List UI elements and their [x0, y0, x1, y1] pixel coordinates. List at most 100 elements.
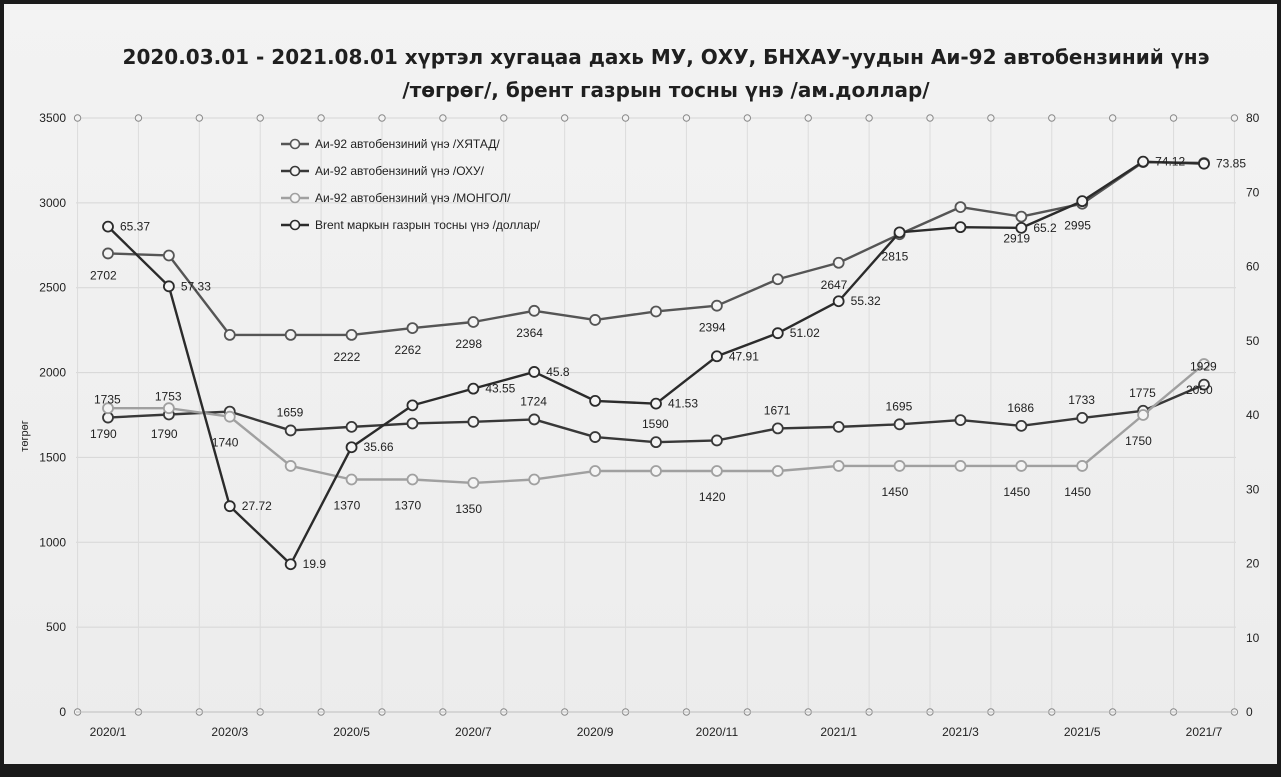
data-point	[1076, 195, 1089, 208]
data-label: 1350	[455, 502, 482, 516]
data-point	[1137, 155, 1150, 168]
data-label: 1671	[764, 403, 791, 417]
data-point	[528, 304, 541, 317]
data-label: 65.2	[1033, 221, 1057, 235]
chart-sheet: 2020.03.01 - 2021.08.01 хүртэл хугацаа д…	[4, 4, 1277, 764]
x-tick-label: 2020/9	[577, 725, 614, 739]
grid-marker-top	[865, 114, 873, 122]
data-label: 2364	[516, 326, 543, 340]
data-label: 2222	[334, 350, 361, 364]
legend: Аи-92 автобензиний үнэ /ХЯТАД/Аи-92 авто…	[281, 137, 541, 232]
data-point	[589, 394, 602, 407]
legend-swatch-marker	[289, 138, 301, 150]
legend-entry: Brent маркын газрын тосны үнэ /доллар/	[315, 218, 541, 232]
data-point	[467, 415, 480, 428]
data-point	[1015, 419, 1028, 432]
data-point	[893, 460, 906, 472]
data-point	[650, 465, 662, 477]
grid-marker-top	[195, 114, 204, 122]
data-point	[710, 350, 723, 363]
data-point	[954, 201, 967, 214]
data-point	[284, 558, 297, 571]
data-label: 1724	[520, 394, 547, 408]
data-label: 1790	[90, 427, 117, 441]
data-point	[406, 322, 419, 335]
data-point	[406, 473, 419, 486]
grid-marker-top	[1108, 114, 1117, 122]
grid-marker-top	[804, 114, 812, 122]
data-label: 2702	[90, 268, 117, 282]
data-point	[223, 410, 236, 423]
grid-marker-top	[256, 114, 264, 122]
y-left-tick-label: 1000	[39, 535, 66, 549]
y-right-tick-label: 40	[1246, 408, 1260, 422]
data-label: 47.91	[729, 349, 759, 363]
grid-marker-top	[743, 114, 752, 122]
data-point	[528, 366, 541, 378]
grid-marker-top	[134, 114, 143, 122]
series-line	[107, 383, 1205, 444]
data-label: 2394	[699, 321, 726, 335]
grid-marker-top	[987, 114, 995, 122]
data-point	[1198, 378, 1210, 391]
data-point	[771, 327, 784, 340]
data-point	[954, 221, 967, 234]
data-point	[345, 473, 358, 486]
data-label: 1740	[212, 436, 239, 450]
data-point	[1198, 358, 1210, 370]
data-label: 1695	[886, 399, 913, 413]
data-point	[345, 441, 358, 454]
data-label: 43.55	[485, 382, 515, 396]
data-point	[406, 399, 419, 412]
data-point	[284, 424, 297, 437]
data-point	[650, 436, 662, 449]
data-label: 1790	[151, 427, 178, 441]
x-tick-label: 2020/1	[90, 725, 127, 739]
x-tick-label: 2021/1	[820, 725, 857, 739]
data-point	[162, 249, 175, 262]
data-label: 1735	[94, 393, 121, 407]
y-right-tick-label: 20	[1246, 557, 1260, 571]
x-tick-label: 2020/3	[211, 725, 248, 739]
data-label: 1686	[1007, 401, 1034, 415]
data-label: 35.66	[364, 440, 394, 454]
data-point	[1137, 409, 1150, 421]
data-point	[223, 500, 236, 513]
chart-title-line-1: 2020.03.01 - 2021.08.01 хүртэл хугацаа д…	[123, 45, 1210, 69]
grid-marker-top	[560, 114, 569, 122]
data-label: 2050	[1186, 383, 1213, 397]
data-point	[650, 397, 662, 410]
data-point	[102, 220, 114, 233]
data-point	[1076, 411, 1089, 424]
grid-marker-top	[1169, 114, 1178, 122]
chart-title-line-2: /төгрөг/, брент газрын тосны үнэ /ам.дол…	[402, 78, 930, 102]
data-label: 45.8	[546, 365, 570, 379]
grid-marker-top	[926, 114, 934, 122]
x-tick-label: 2021/3	[942, 725, 979, 739]
data-point	[710, 434, 723, 447]
legend-entry: Аи-92 автобензиний үнэ /ХЯТАД/	[315, 137, 500, 151]
data-label: 1450	[1003, 485, 1030, 499]
data-label: 1929	[1190, 360, 1217, 374]
data-point	[528, 413, 541, 426]
y-right-tick-label: 30	[1246, 482, 1260, 496]
axes: 0 500 1000 1500 2000 2500 3000 3500 0 10 20 30 40 50 6…	[39, 111, 1259, 739]
chart: 2020.03.01 - 2021.08.01 хүртэл хугацаа д…	[19, 45, 1260, 739]
x-tick-label: 2020/11	[696, 725, 739, 739]
data-point	[589, 465, 602, 477]
y-left-tick-label: 3000	[39, 196, 66, 210]
data-point	[771, 273, 784, 286]
data-point	[345, 420, 358, 433]
data-point	[1076, 460, 1089, 472]
y-left-tick-label: 2500	[39, 281, 66, 295]
data-label: 2298	[455, 337, 482, 351]
data-point	[1198, 157, 1210, 170]
data-point	[832, 295, 845, 308]
data-point	[467, 382, 480, 395]
data-label: 57.33	[181, 279, 211, 293]
data-point	[893, 418, 906, 431]
data-point	[1015, 210, 1028, 223]
data-point	[102, 247, 114, 260]
y-right-tick-label: 80	[1246, 111, 1260, 125]
grid	[73, 114, 1239, 716]
